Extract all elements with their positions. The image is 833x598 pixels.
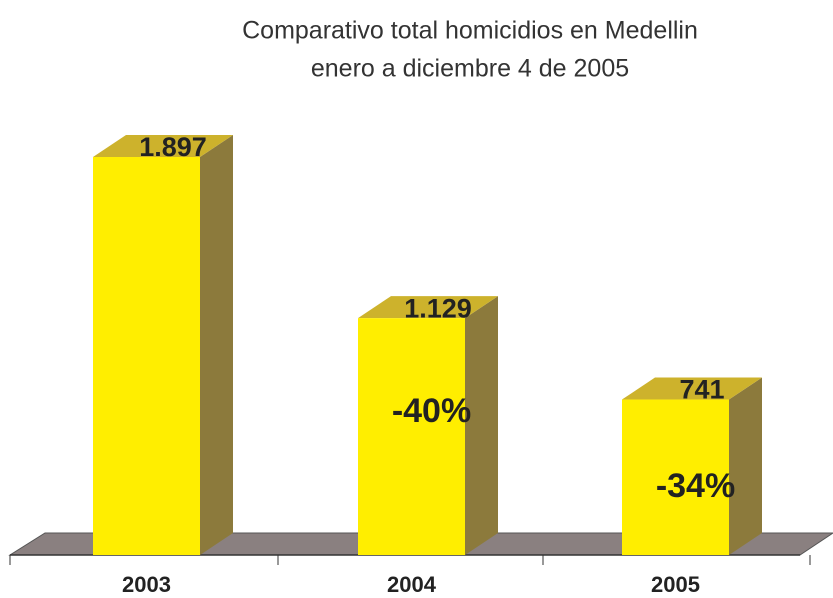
- bar-side: [200, 135, 233, 555]
- bar: [358, 318, 465, 555]
- bar-side: [729, 377, 762, 555]
- x-tick-label: 2004: [387, 572, 437, 597]
- bar: [622, 399, 729, 555]
- bar: [93, 157, 200, 555]
- chart-subtitle: enero a diciembre 4 de 2005: [311, 55, 629, 83]
- value-label: 1.129: [404, 293, 472, 323]
- x-tick-label: 2005: [651, 572, 700, 597]
- change-label: -34%: [656, 467, 735, 505]
- value-label: 741: [679, 375, 724, 405]
- bar-top: [358, 296, 498, 319]
- bar-side: [465, 296, 498, 555]
- bar-top: [93, 135, 233, 158]
- change-label: -40%: [392, 392, 471, 430]
- value-label: 1.897: [139, 132, 207, 162]
- chart-title: Comparativo total homicidios en Medellin: [242, 17, 698, 45]
- x-tick-label: 2003: [122, 572, 171, 597]
- bar-top: [622, 377, 762, 400]
